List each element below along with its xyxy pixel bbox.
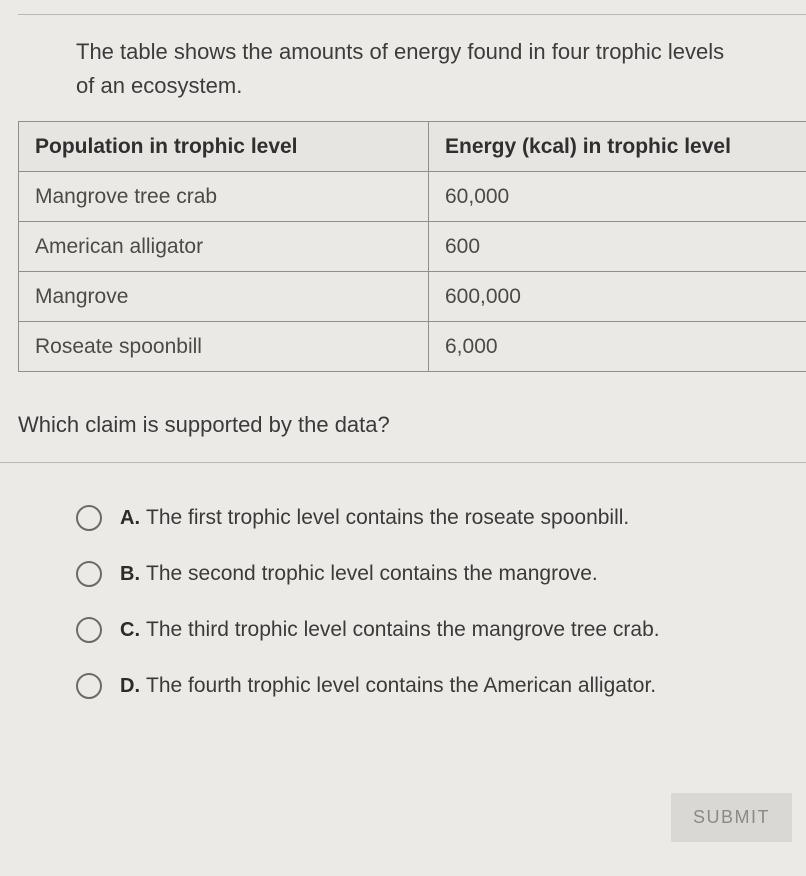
option-text: The third trophic level contains the man… [146, 618, 660, 642]
table-row: American alligator 600 [19, 222, 806, 272]
option-a[interactable]: A. The first trophic level contains the … [76, 505, 806, 531]
option-letter: A. [120, 507, 140, 530]
option-letter: C. [120, 619, 140, 642]
table-cell: 6,000 [429, 322, 806, 372]
submit-button[interactable]: SUBMIT [671, 793, 792, 842]
option-text: The fourth trophic level contains the Am… [146, 674, 656, 698]
radio-icon [76, 617, 102, 643]
radio-icon [76, 505, 102, 531]
table-header: Population in trophic level [19, 122, 429, 172]
table-header: Energy (kcal) in trophic level [429, 122, 806, 172]
table-cell: Mangrove tree crab [19, 172, 429, 222]
table-cell: American alligator [19, 222, 429, 272]
table-row: Roseate spoonbill 6,000 [19, 322, 806, 372]
option-letter: B. [120, 563, 140, 586]
table-cell: Roseate spoonbill [19, 322, 429, 372]
table-cell: 600,000 [429, 272, 806, 322]
option-d[interactable]: D. The fourth trophic level contains the… [76, 673, 806, 699]
question-prompt: Which claim is supported by the data? [0, 372, 806, 462]
option-c[interactable]: C. The third trophic level contains the … [76, 617, 806, 643]
table-cell: 60,000 [429, 172, 806, 222]
quiz-container: The table shows the amounts of energy fo… [0, 14, 806, 699]
table-row: Mangrove 600,000 [19, 272, 806, 322]
table-cell: 600 [429, 222, 806, 272]
option-b[interactable]: B. The second trophic level contains the… [76, 561, 806, 587]
data-table: Population in trophic level Energy (kcal… [18, 121, 806, 372]
radio-icon [76, 561, 102, 587]
radio-icon [76, 673, 102, 699]
option-text: The first trophic level contains the ros… [146, 506, 629, 530]
table-cell: Mangrove [19, 272, 429, 322]
question-intro: The table shows the amounts of energy fo… [0, 15, 806, 121]
table-header-row: Population in trophic level Energy (kcal… [19, 122, 806, 172]
option-letter: D. [120, 675, 140, 698]
answer-options: A. The first trophic level contains the … [0, 463, 806, 699]
table-row: Mangrove tree crab 60,000 [19, 172, 806, 222]
submit-area: SUBMIT [671, 793, 792, 842]
option-text: The second trophic level contains the ma… [146, 562, 598, 586]
